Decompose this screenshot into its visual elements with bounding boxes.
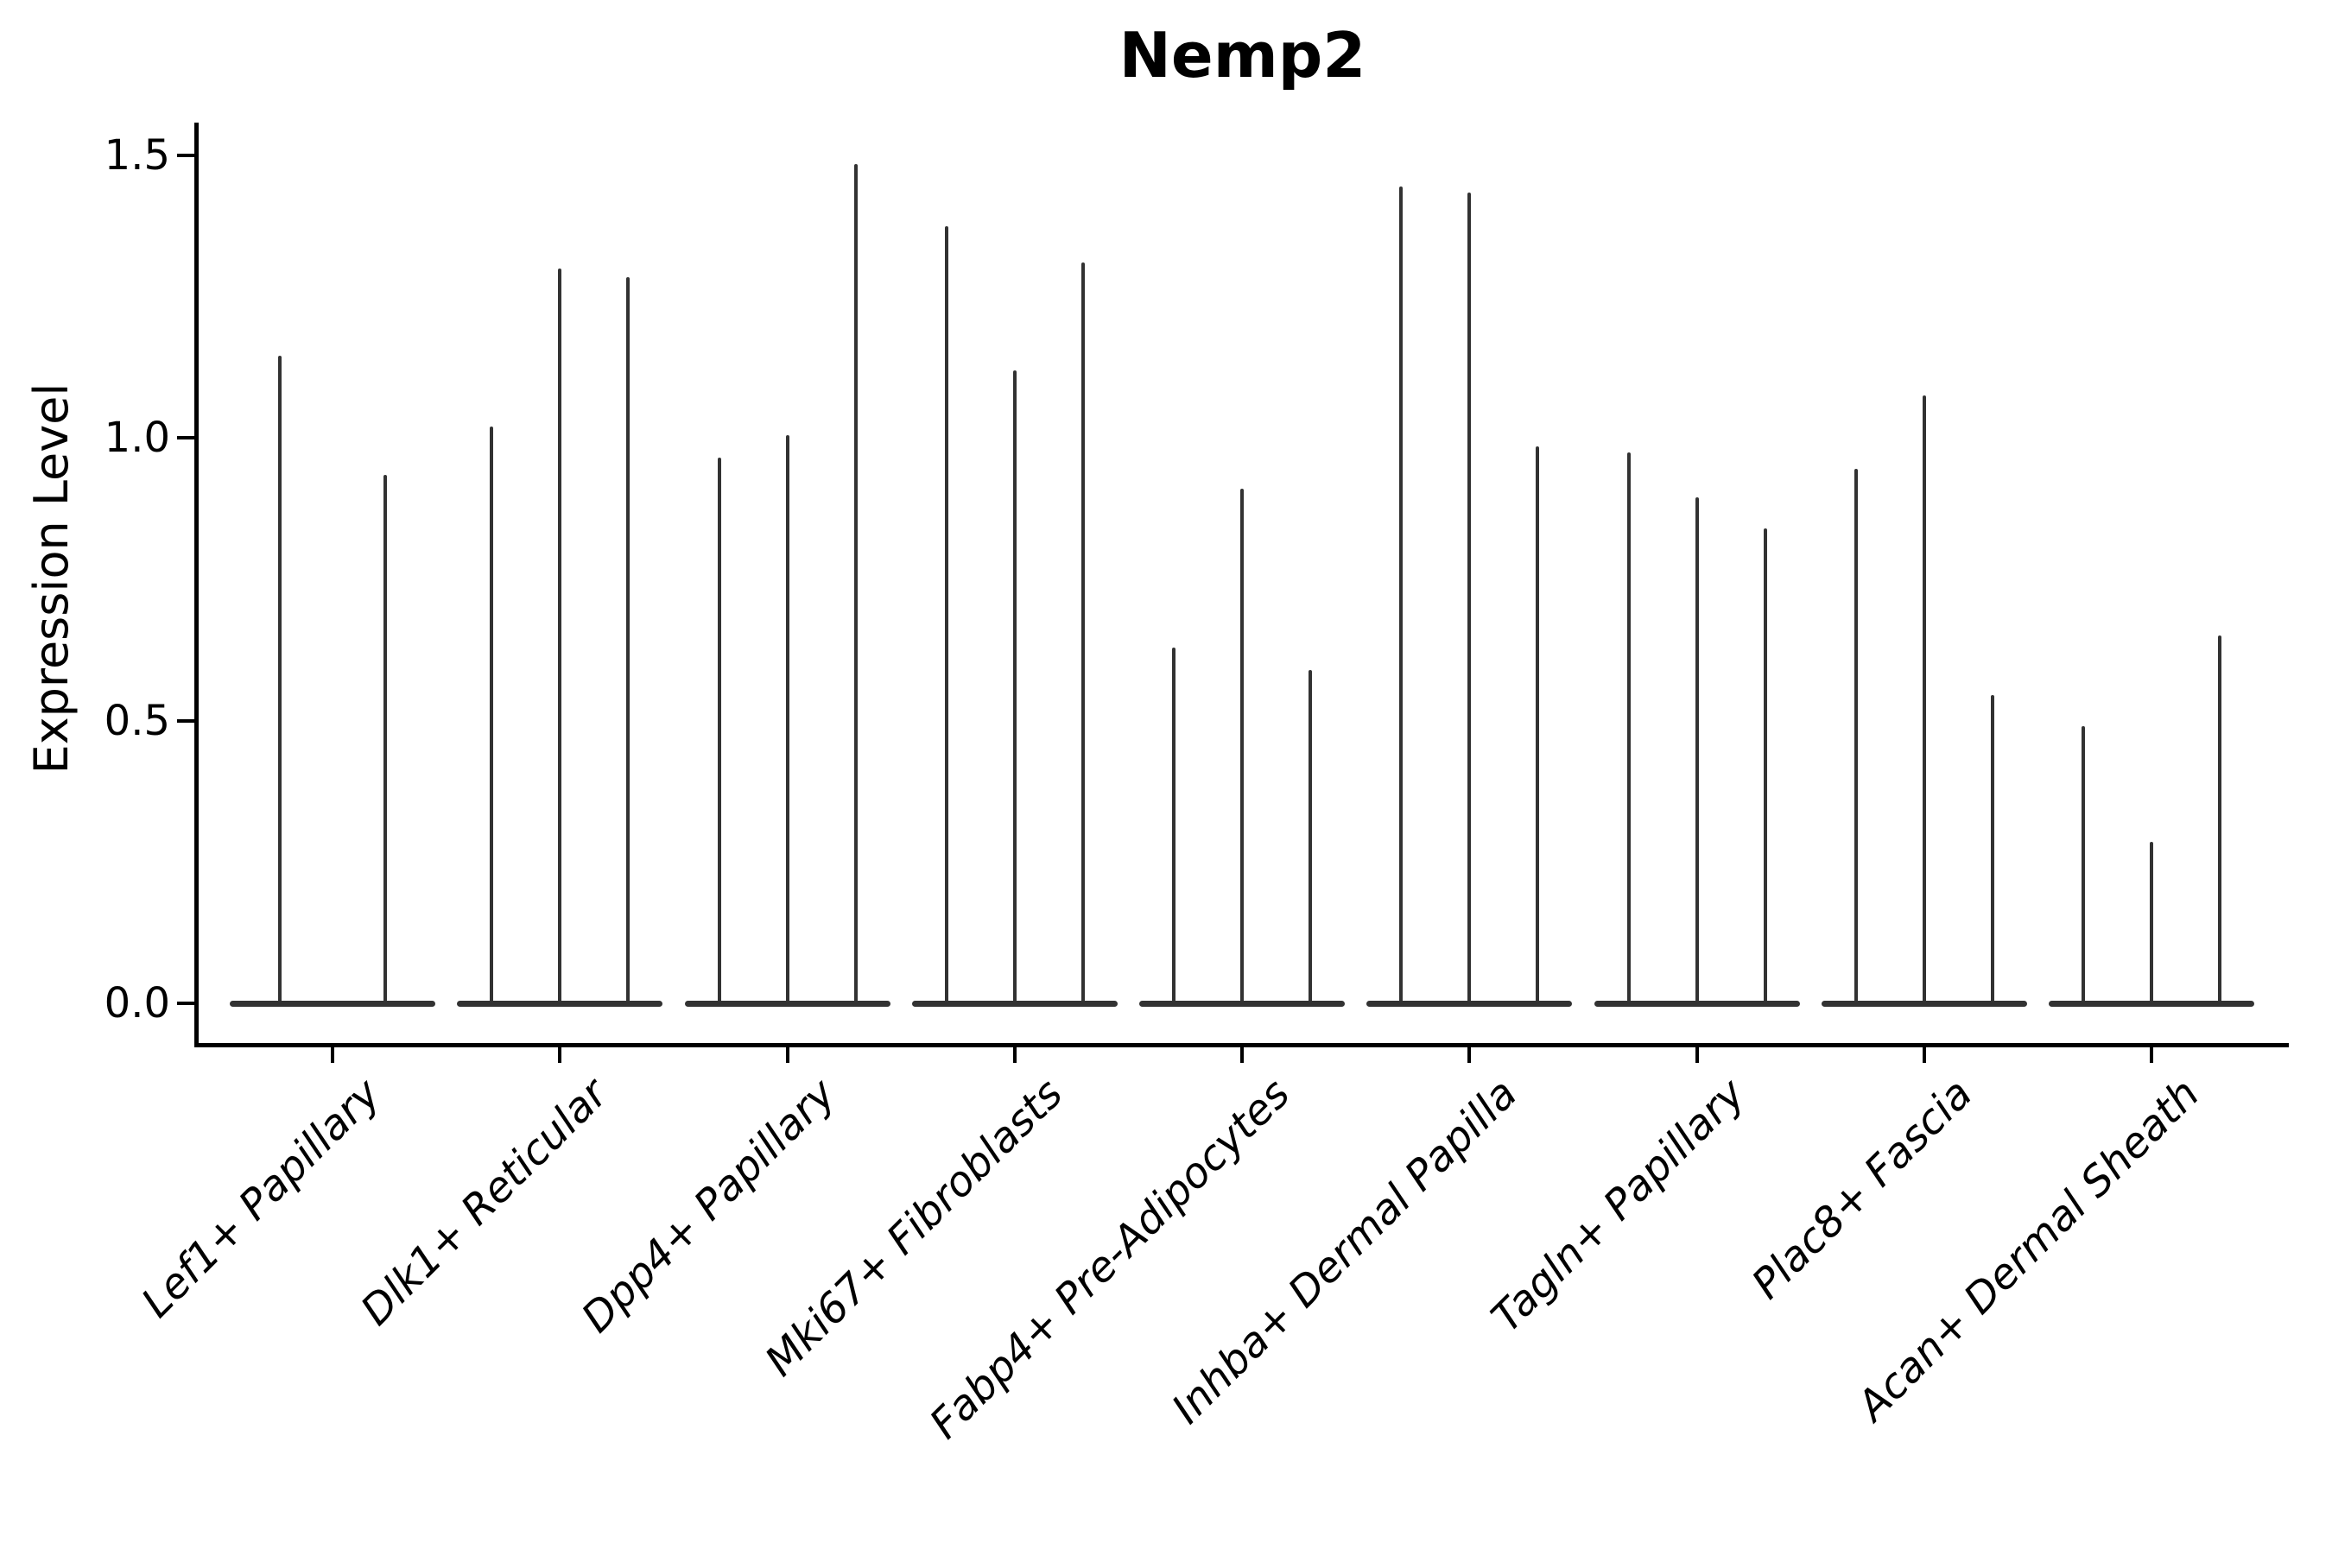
x-tick-label: Dlk1+ Reticular [352, 1069, 618, 1335]
x-tick-mark [1695, 1047, 1699, 1063]
violin-density-spike [1626, 452, 1631, 1006]
violin-density-spike [1536, 446, 1540, 1006]
y-tick-mark [177, 1002, 194, 1005]
violin-density-spike [626, 276, 631, 1006]
violin-density-spike [2150, 842, 2153, 1006]
violin-density-spike [383, 474, 387, 1006]
x-tick-label: Mki67+ Fibroblasts [756, 1069, 1073, 1386]
x-tick-label: Tagln+ Papillary [1481, 1069, 1754, 1342]
x-tick-mark [558, 1047, 562, 1063]
violin-density-spike [1309, 669, 1312, 1006]
y-tick-label: 1.0 [104, 414, 170, 463]
violin-density-spike [1240, 489, 1244, 1006]
violin-density-spike [853, 163, 858, 1006]
violin-density-spike [1012, 370, 1017, 1006]
y-tick-label: 0.0 [104, 979, 170, 1027]
x-tick-mark [785, 1047, 789, 1063]
x-tick-label: Inhba+ Dermal Papilla [1163, 1069, 1527, 1433]
y-tick-mark [177, 153, 194, 157]
violin-density-spike [717, 458, 721, 1006]
violin-density-spike [1467, 192, 1472, 1006]
y-tick-mark [177, 718, 194, 723]
x-tick-mark [1467, 1047, 1472, 1063]
x-tick-label: Dpp4+ Papillary [572, 1069, 845, 1343]
violin-density-spike [1763, 528, 1767, 1006]
y-tick-mark [177, 436, 194, 440]
x-tick-mark [1240, 1047, 1244, 1063]
x-axis-spine [194, 1043, 2289, 1047]
violin-base [230, 1000, 435, 1007]
y-axis-label: Expression Level [24, 383, 79, 775]
chart-title: Nemp2 [1118, 19, 1366, 92]
x-tick-mark [331, 1047, 334, 1063]
x-tick-label: Plac8+ Fascia [1742, 1069, 1982, 1309]
violin-density-spike [1990, 695, 1994, 1006]
y-tick-label: 0.5 [104, 696, 170, 745]
violin-density-spike [1695, 497, 1699, 1006]
violin-density-spike [1172, 647, 1176, 1006]
y-tick-label: 1.5 [104, 130, 170, 180]
violin-density-spike [490, 427, 494, 1006]
y-axis-spine [194, 123, 199, 1047]
x-tick-mark [1922, 1047, 1926, 1063]
violin-density-spike [1922, 395, 1926, 1006]
violin-density-spike [558, 268, 562, 1006]
violin-density-spike [278, 356, 282, 1006]
violin-density-spike [1399, 186, 1404, 1006]
x-tick-mark [2150, 1047, 2153, 1063]
x-tick-mark [1012, 1047, 1017, 1063]
x-tick-label: Acan+ Dermal Sheath [1847, 1069, 2209, 1431]
violin-density-spike [1080, 262, 1085, 1006]
violin-density-spike [785, 435, 789, 1006]
violin-density-spike [944, 225, 948, 1006]
violin-density-spike [2218, 635, 2221, 1006]
violin-density-spike [2082, 726, 2085, 1006]
violin-density-spike [1854, 469, 1858, 1006]
x-tick-label: Fabp4+ Pre-Adipocytes [920, 1069, 1300, 1449]
